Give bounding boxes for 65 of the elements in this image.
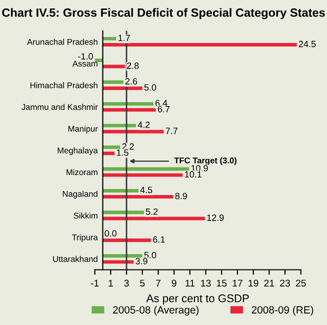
x-tick-label: 11 bbox=[186, 280, 194, 287]
x-tick-label: 3 bbox=[124, 280, 129, 287]
bar bbox=[102, 173, 183, 177]
y-tick-label: Sikkim bbox=[74, 212, 98, 219]
bar bbox=[102, 210, 144, 214]
bar bbox=[102, 124, 136, 128]
x-tick-label: 21 bbox=[264, 280, 274, 287]
x-tick-label: -1 bbox=[90, 280, 99, 287]
y-tick-label: Manipur bbox=[68, 126, 98, 134]
data-label: 4.5 bbox=[140, 186, 152, 194]
bar bbox=[102, 86, 142, 90]
data-label: -1.0 bbox=[78, 53, 93, 60]
data-label: 1.5 bbox=[116, 149, 128, 156]
data-label: 6.7 bbox=[158, 106, 170, 112]
y-tick-label: Tripura bbox=[72, 234, 98, 242]
data-label: 3.9 bbox=[136, 258, 148, 264]
bar bbox=[102, 195, 174, 199]
data-label: 4.2 bbox=[138, 122, 150, 128]
bar bbox=[102, 102, 154, 106]
data-label: 5.0 bbox=[144, 84, 156, 91]
bar bbox=[102, 43, 297, 47]
data-label: 0.0 bbox=[104, 230, 117, 237]
bar bbox=[102, 80, 124, 84]
x-tick-label: 13 bbox=[201, 280, 211, 287]
x-tick-label: 5 bbox=[140, 280, 145, 287]
bar bbox=[102, 130, 164, 134]
x-tick-label: 7 bbox=[156, 280, 160, 287]
y-tick-label: Arunachal Pradesh bbox=[27, 38, 98, 45]
data-label: 7.7 bbox=[166, 128, 178, 134]
bar bbox=[102, 36, 116, 40]
legend-label: 2005-08 (Average) bbox=[113, 306, 199, 316]
bar bbox=[102, 238, 152, 242]
x-tick-label: 15 bbox=[216, 280, 227, 287]
data-label: 2.6 bbox=[125, 78, 138, 85]
x-tick-label: 17 bbox=[232, 280, 242, 287]
x-tick-label: 19 bbox=[248, 280, 258, 287]
y-tick-label: Jammu and Kashmir bbox=[22, 104, 98, 110]
legend-label: 2008-09 (RE) bbox=[252, 306, 314, 316]
x-tick-label: 23 bbox=[280, 280, 290, 287]
bar bbox=[102, 108, 156, 112]
data-label: 6.1 bbox=[153, 236, 165, 243]
x-tick-label: 25 bbox=[296, 280, 306, 287]
data-label: 2.8 bbox=[126, 62, 139, 69]
data-label: 12.9 bbox=[207, 214, 224, 221]
y-tick-label: Assam bbox=[72, 60, 98, 67]
y-tick-label: Mizoram bbox=[66, 169, 98, 176]
x-tick-label: 1 bbox=[108, 280, 113, 287]
y-tick-label: Meghalaya bbox=[58, 147, 98, 156]
data-label: 1.7 bbox=[118, 34, 130, 42]
y-tick-label: Nagaland bbox=[62, 190, 98, 198]
data-label: 5.2 bbox=[146, 208, 158, 215]
bar bbox=[102, 260, 134, 264]
bar bbox=[102, 146, 120, 150]
x-axis-title: As per cent to GSDP bbox=[146, 294, 249, 304]
data-label: 8.9 bbox=[175, 192, 187, 200]
data-label: 24.5 bbox=[298, 40, 316, 48]
bar bbox=[102, 152, 115, 156]
data-label: 10.1 bbox=[185, 171, 202, 178]
y-tick-label: Himachal Pradesh bbox=[30, 82, 98, 88]
y-tick-label: Uttarakhand bbox=[53, 256, 98, 262]
ref-line-label: TFC Target (3.0) bbox=[174, 157, 236, 166]
x-tick-label: 9 bbox=[172, 280, 176, 287]
bar bbox=[102, 254, 142, 258]
bar bbox=[102, 188, 138, 192]
chart-title: Chart IV.5: Gross Fiscal Deficit of Special Category States bbox=[2, 8, 325, 20]
